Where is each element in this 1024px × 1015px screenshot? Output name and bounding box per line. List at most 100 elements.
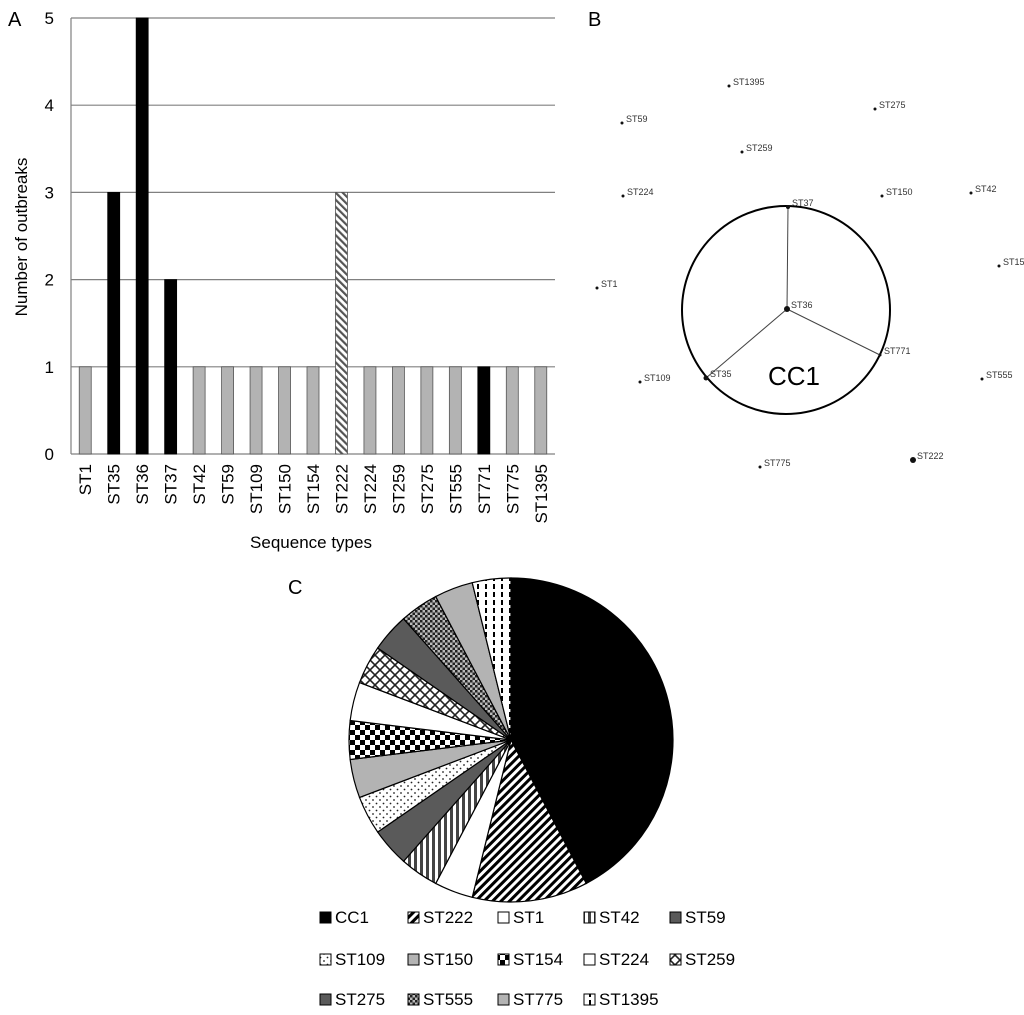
bar-st259 [392,366,405,455]
network-edges [705,206,881,379]
legend-item-st150: ST150 [407,950,473,969]
legend-item-st1395: ST1395 [583,990,659,1009]
node-dot [969,191,973,195]
node-label: ST42 [975,184,997,194]
legend-label: ST1395 [599,990,659,1009]
legend-swatch [319,953,332,966]
legend-swatch [497,953,510,966]
y-tick-label: 1 [45,358,54,377]
y-tick-label: 2 [45,271,54,290]
node-st259: ST259 [740,143,773,154]
panel-label-a: A [8,9,22,31]
x-tick-label: ST222 [332,464,351,514]
node-label: ST771 [884,346,911,356]
x-tick-label: ST109 [247,464,266,514]
node-st36: ST36 [784,300,813,312]
pie-chart [348,577,674,903]
node-dot [910,457,916,463]
legend-swatch [497,911,510,924]
legend-item-st224: ST224 [583,950,649,969]
x-tick-label: ST259 [389,464,408,514]
node-st224: ST224 [621,187,654,198]
bar-st109 [249,366,263,455]
x-tick-label: ST275 [418,464,437,514]
legend-swatch [583,953,596,966]
edge-st36-st771 [786,308,881,356]
x-tick-label: ST1 [76,464,95,495]
bar-st35 [107,191,121,455]
node-label: ST275 [879,100,906,110]
bar-st42 [192,366,206,455]
node-dot [997,264,1001,268]
legend-label: ST275 [335,990,385,1009]
legend-swatch [583,911,596,924]
legend-label: ST224 [599,950,649,969]
node-st1: ST1 [595,279,618,290]
bar-st555 [448,366,462,455]
node-dot [878,353,882,357]
legend-item-st109: ST109 [319,950,385,969]
node-label: ST154 [1003,257,1024,267]
node-label: ST222 [917,451,944,461]
x-tick-label: ST771 [475,464,494,514]
bar-st222 [335,191,348,455]
pie-slice-st222 [471,738,588,903]
node-label: ST35 [710,369,732,379]
node-dot [638,380,642,384]
x-tick-label: ST36 [133,464,152,505]
legend-swatch [583,993,596,1006]
bar-st775 [505,366,519,455]
node-st35: ST35 [703,369,732,381]
node-dot [880,194,884,198]
legend-label: ST59 [685,908,726,927]
cc1-cluster-label: CC1 [768,361,820,391]
legend-label: ST555 [423,990,473,1009]
legend-swatch [669,953,682,966]
node-dot [980,377,984,381]
node-st154: ST154 [997,257,1024,268]
panel-label-b: B [588,9,601,31]
node-label: ST1 [601,279,618,289]
legend-label: ST259 [685,950,735,969]
legend-label: ST775 [513,990,563,1009]
legend-label: ST109 [335,950,385,969]
bar-st275 [420,366,434,455]
legend-swatch [407,911,420,924]
node-label: ST224 [627,187,654,197]
node-st775: ST775 [758,458,791,469]
edge-st36-st37 [786,206,789,310]
legend-item-st1: ST1 [497,908,544,927]
x-tick-label: ST42 [190,464,209,505]
node-label: ST555 [986,370,1013,380]
y-tick-label: 4 [45,96,54,115]
node-dot [786,205,790,209]
x-tick-label: ST1395 [532,464,551,524]
node-st275: ST275 [873,100,906,111]
pie-slice-st1395 [471,577,512,741]
network-nodes: ST1395 ST275 ST59 ST259 ST224 ST37 ST150 ST42 ST… [595,77,1024,469]
node-label: ST36 [791,300,813,310]
bar-chart-x-ticks: ST1 ST35 ST36 ST37 ST42 ST59 ST109 ST150 ST154 ST… [76,464,551,524]
x-tick-label: ST150 [276,464,295,514]
legend-swatch [319,911,332,924]
pie-legend: CC1 ST222 ST1 ST42 ST59 ST109 ST150 ST154 ST224 S… [319,908,735,1009]
node-label: ST1395 [733,77,765,87]
x-axis-title: Sequence types [250,533,372,552]
legend-item-st775: ST775 [497,990,563,1009]
x-tick-label: ST775 [503,464,522,514]
node-dot [727,84,731,88]
bar-st1 [78,366,92,455]
bar-st37 [164,279,178,455]
node-label: ST775 [764,458,791,468]
node-label: ST59 [626,114,648,124]
legend-label: ST150 [423,950,473,969]
legend-swatch [407,953,420,966]
y-tick-label: 0 [45,445,54,464]
node-st42: ST42 [969,184,997,195]
legend-item-st555: ST555 [407,990,473,1009]
legend-item-st154: ST154 [497,950,563,969]
edge-st36-st35 [705,308,788,379]
bar-st59 [221,366,234,455]
x-tick-label: ST224 [361,464,380,514]
bar-st150 [278,366,291,455]
